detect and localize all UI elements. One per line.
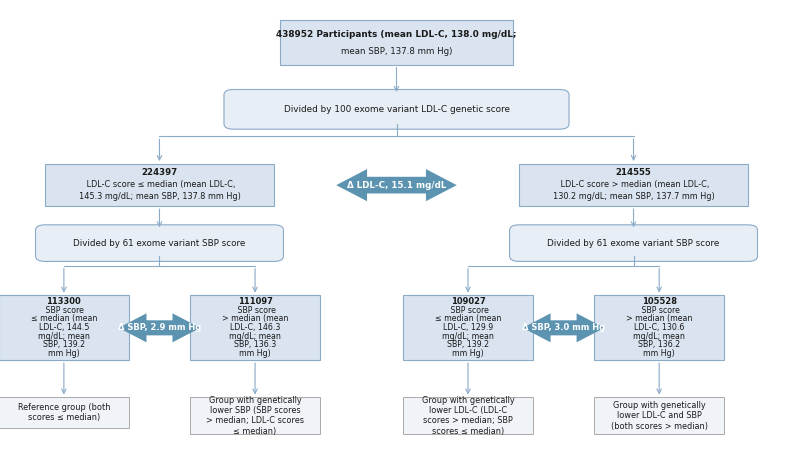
Text: SBP, 139.2: SBP, 139.2 (43, 340, 85, 349)
Text: SBP score: SBP score (235, 306, 275, 315)
FancyBboxPatch shape (45, 164, 274, 206)
Text: 113300: 113300 (47, 297, 81, 306)
Text: SBP, 139.2: SBP, 139.2 (447, 340, 489, 349)
Text: LDL-C score > median (mean LDL-C,: LDL-C score > median (mean LDL-C, (557, 180, 709, 189)
Text: > median (mean: > median (mean (222, 314, 288, 323)
Text: Group with genetically
lower LDL-C (LDL-C
scores > median; SBP
scores ≤ median): Group with genetically lower LDL-C (LDL-… (422, 395, 515, 436)
Text: LDL-C, 146.3: LDL-C, 146.3 (230, 323, 280, 332)
Text: SBP score: SBP score (447, 306, 488, 315)
FancyBboxPatch shape (519, 164, 748, 206)
Text: Group with genetically
lower LDL-C and SBP
(both scores > median): Group with genetically lower LDL-C and S… (611, 401, 707, 430)
Polygon shape (119, 313, 201, 342)
Text: LDL-C, 144.5: LDL-C, 144.5 (39, 323, 89, 332)
Text: 111097: 111097 (238, 297, 273, 306)
FancyBboxPatch shape (224, 90, 569, 129)
Text: mean SBP, 137.8 mm Hg): mean SBP, 137.8 mm Hg) (341, 47, 452, 56)
Text: 145.3 mg/dL; mean SBP, 137.8 mm Hg): 145.3 mg/dL; mean SBP, 137.8 mm Hg) (79, 192, 240, 201)
Text: LDL-C, 129.9: LDL-C, 129.9 (443, 323, 493, 332)
Text: mg/dL; mean: mg/dL; mean (442, 332, 494, 340)
Text: 109027: 109027 (450, 297, 485, 306)
Text: Δ LDL-C, 15.1 mg/dL: Δ LDL-C, 15.1 mg/dL (347, 181, 446, 190)
Text: SBP score: SBP score (638, 306, 680, 315)
Text: SBP, 136.2: SBP, 136.2 (638, 340, 680, 349)
FancyBboxPatch shape (510, 225, 757, 261)
FancyBboxPatch shape (36, 225, 283, 261)
Text: 130.2 mg/dL; mean SBP, 137.7 mm Hg): 130.2 mg/dL; mean SBP, 137.7 mm Hg) (553, 192, 714, 201)
Text: Divided by 100 exome variant LDL-C genetic score: Divided by 100 exome variant LDL-C genet… (284, 105, 509, 114)
Text: mm Hg): mm Hg) (48, 349, 80, 358)
Text: Group with genetically
lower SBP (SBP scores
> median; LDL-C scores
≤ median): Group with genetically lower SBP (SBP sc… (206, 395, 304, 436)
Text: Divided by 61 exome variant SBP score: Divided by 61 exome variant SBP score (73, 238, 246, 248)
Text: mm Hg): mm Hg) (239, 349, 271, 358)
Text: SBP, 136.3: SBP, 136.3 (234, 340, 276, 349)
Text: Divided by 61 exome variant SBP score: Divided by 61 exome variant SBP score (547, 238, 720, 248)
FancyBboxPatch shape (190, 295, 320, 360)
Text: > median (mean: > median (mean (626, 314, 692, 323)
FancyBboxPatch shape (0, 295, 129, 360)
Text: 438952 Participants (mean LDL-C, 138.0 mg/dL;: 438952 Participants (mean LDL-C, 138.0 m… (276, 30, 517, 39)
Polygon shape (523, 313, 604, 342)
Text: mg/dL; mean: mg/dL; mean (229, 332, 281, 340)
FancyBboxPatch shape (403, 397, 533, 434)
Text: 214555: 214555 (615, 168, 651, 177)
Text: 224397: 224397 (141, 168, 178, 177)
FancyBboxPatch shape (190, 397, 320, 434)
Text: SBP score: SBP score (44, 306, 84, 315)
Text: LDL-C score ≤ median (mean LDL-C,: LDL-C score ≤ median (mean LDL-C, (84, 180, 236, 189)
FancyBboxPatch shape (403, 295, 533, 360)
FancyBboxPatch shape (0, 397, 129, 428)
FancyBboxPatch shape (594, 397, 725, 434)
Text: ≤ median (mean: ≤ median (mean (435, 314, 501, 323)
Text: ≤ median (mean: ≤ median (mean (31, 314, 97, 323)
Text: Δ SBP, 3.0 mm Hg: Δ SBP, 3.0 mm Hg (522, 324, 605, 332)
Text: Δ SBP, 2.9 mm Hg: Δ SBP, 2.9 mm Hg (118, 324, 201, 332)
Text: mm Hg): mm Hg) (452, 349, 484, 358)
FancyBboxPatch shape (280, 20, 513, 65)
Text: Reference group (both
scores ≤ median): Reference group (both scores ≤ median) (17, 403, 110, 422)
Text: 105528: 105528 (642, 297, 676, 306)
Text: mm Hg): mm Hg) (643, 349, 675, 358)
Polygon shape (336, 169, 457, 201)
FancyBboxPatch shape (594, 295, 725, 360)
Text: LDL-C, 130.6: LDL-C, 130.6 (634, 323, 684, 332)
Text: mg/dL; mean: mg/dL; mean (634, 332, 685, 340)
Text: mg/dL; mean: mg/dL; mean (38, 332, 90, 340)
